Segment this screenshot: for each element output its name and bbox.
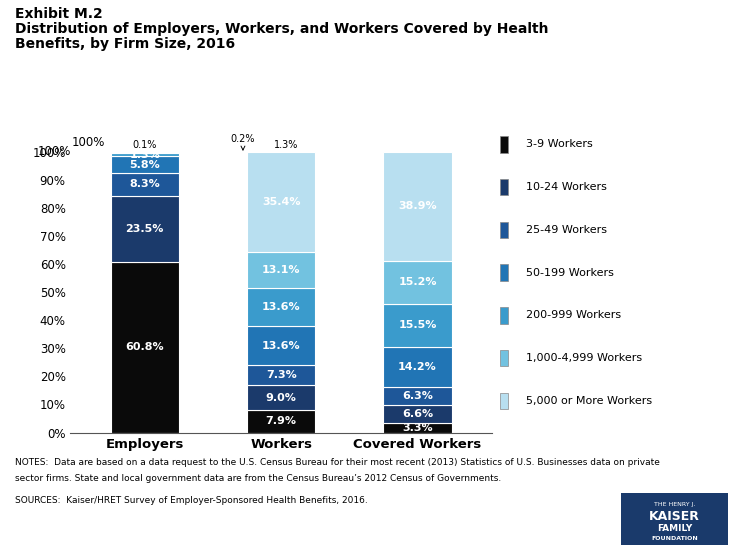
Text: 10-24 Workers: 10-24 Workers <box>526 182 607 192</box>
Text: 1.3%: 1.3% <box>129 149 160 160</box>
Bar <box>384 347 451 387</box>
Text: 15.5%: 15.5% <box>398 321 437 331</box>
Text: 7.9%: 7.9% <box>265 417 297 426</box>
Bar <box>384 152 451 261</box>
Bar <box>111 153 179 156</box>
Bar <box>500 350 509 366</box>
Text: 5,000 or More Workers: 5,000 or More Workers <box>526 396 653 406</box>
Text: Distribution of Employers, Workers, and Workers Covered by Health: Distribution of Employers, Workers, and … <box>15 22 548 36</box>
Text: 9.0%: 9.0% <box>265 393 297 403</box>
Text: 8.3%: 8.3% <box>129 179 160 190</box>
Text: SOURCES:  Kaiser/HRET Survey of Employer-Sponsored Health Benefits, 2016.: SOURCES: Kaiser/HRET Survey of Employer-… <box>15 496 368 505</box>
Text: 13.1%: 13.1% <box>262 265 301 275</box>
Bar <box>384 261 451 304</box>
Bar <box>247 326 315 365</box>
Bar <box>500 179 509 195</box>
Bar <box>247 410 315 433</box>
Text: 1.3%: 1.3% <box>274 139 298 150</box>
Text: 5.8%: 5.8% <box>129 160 160 170</box>
Text: 60.8%: 60.8% <box>126 342 164 352</box>
Text: Exhibit M.2: Exhibit M.2 <box>15 7 102 20</box>
Text: KAISER: KAISER <box>649 510 700 523</box>
Text: 50-199 Workers: 50-199 Workers <box>526 268 614 278</box>
Bar <box>500 264 509 281</box>
Text: 100%: 100% <box>37 145 71 158</box>
Text: 0.2%: 0.2% <box>231 134 255 150</box>
Text: 7.3%: 7.3% <box>266 370 296 380</box>
Bar <box>111 172 179 196</box>
Bar <box>500 307 509 323</box>
Text: 38.9%: 38.9% <box>398 202 437 212</box>
Text: 15.2%: 15.2% <box>398 277 437 288</box>
Bar <box>111 152 179 153</box>
Text: 14.2%: 14.2% <box>398 362 437 372</box>
Text: 6.6%: 6.6% <box>402 409 433 419</box>
Bar <box>384 387 451 405</box>
Bar <box>500 136 509 153</box>
Bar <box>500 393 509 409</box>
Bar <box>384 405 451 423</box>
Bar <box>111 156 179 172</box>
Text: 25-49 Workers: 25-49 Workers <box>526 225 607 235</box>
Text: 3-9 Workers: 3-9 Workers <box>526 139 593 149</box>
Text: Benefits, by Firm Size, 2016: Benefits, by Firm Size, 2016 <box>15 37 234 51</box>
Text: FOUNDATION: FOUNDATION <box>651 536 698 541</box>
Text: 6.3%: 6.3% <box>402 391 433 401</box>
Text: 35.4%: 35.4% <box>262 197 301 207</box>
Bar <box>500 222 509 238</box>
Bar <box>247 365 315 385</box>
Bar <box>247 385 315 410</box>
Text: 0.1%: 0.1% <box>132 141 157 150</box>
Text: sector firms. State and local government data are from the Census Bureau’s 2012 : sector firms. State and local government… <box>15 474 501 483</box>
Text: 200-999 Workers: 200-999 Workers <box>526 310 621 321</box>
Text: THE HENRY J.: THE HENRY J. <box>653 502 695 507</box>
Bar <box>384 304 451 347</box>
Text: FAMILY: FAMILY <box>657 523 692 533</box>
Bar <box>247 251 315 288</box>
Bar <box>384 423 451 433</box>
Text: 1,000-4,999 Workers: 1,000-4,999 Workers <box>526 353 642 363</box>
Text: NOTES:  Data are based on a data request to the U.S. Census Bureau for their mos: NOTES: Data are based on a data request … <box>15 458 659 467</box>
Bar <box>247 288 315 326</box>
Bar <box>111 196 179 262</box>
Text: 23.5%: 23.5% <box>126 224 164 234</box>
Text: 3.3%: 3.3% <box>402 423 433 433</box>
Bar <box>247 152 315 251</box>
Text: 13.6%: 13.6% <box>262 302 301 312</box>
Bar <box>111 262 179 433</box>
Text: 100%: 100% <box>71 136 104 149</box>
Text: 13.6%: 13.6% <box>262 341 301 350</box>
